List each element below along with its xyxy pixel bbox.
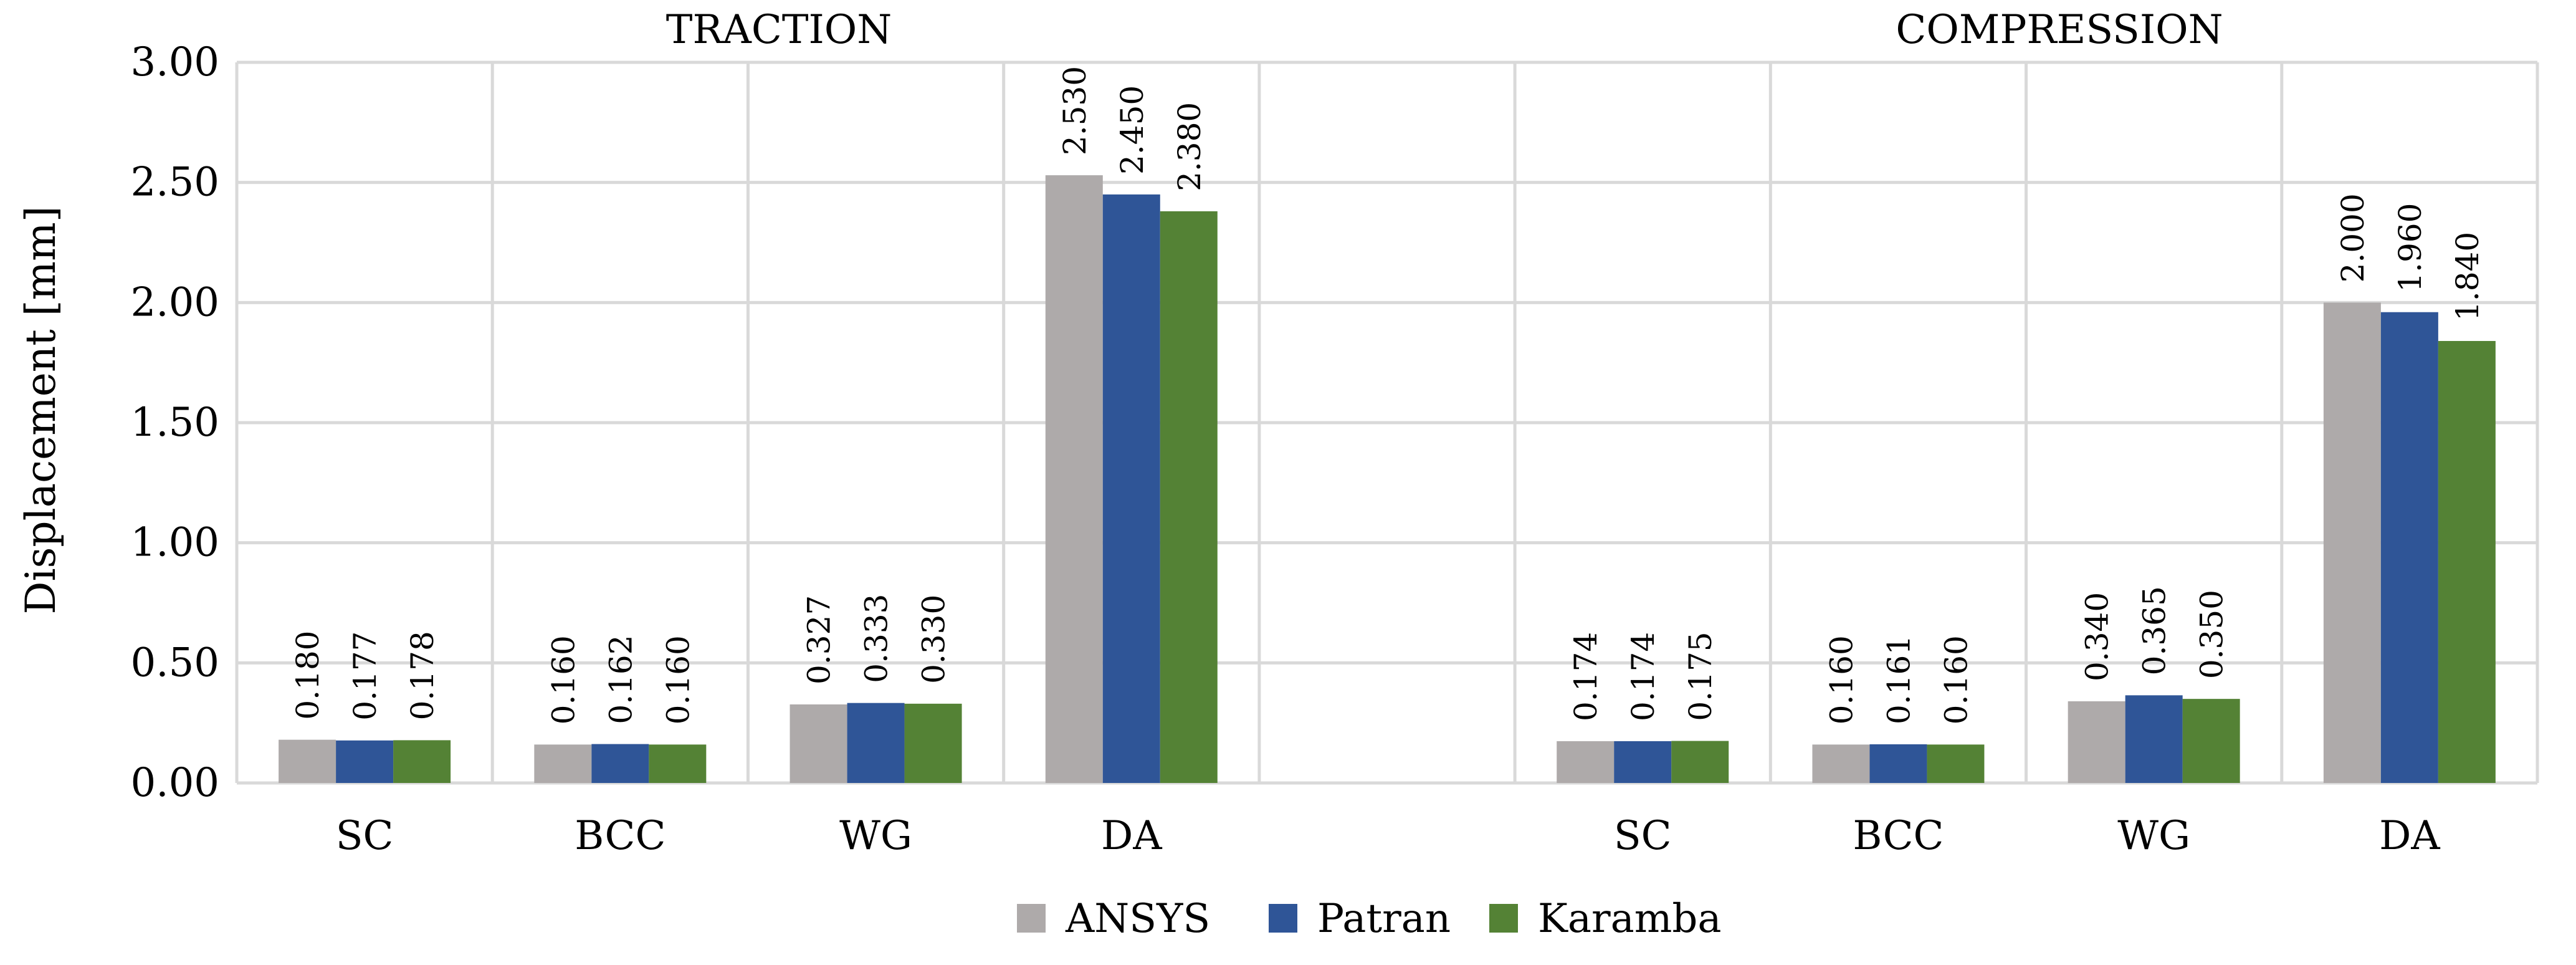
group-title-traction: TRACTION — [666, 7, 892, 53]
category-label: WG — [2117, 813, 2190, 859]
data-label: 0.340 — [2079, 592, 2116, 681]
data-label: 0.333 — [859, 594, 895, 683]
data-label: 0.161 — [1881, 635, 1917, 724]
data-label: 0.180 — [290, 630, 326, 719]
legend: ANSYS Patran Karamba — [1017, 896, 1722, 942]
legend-swatch-ansys — [1017, 904, 1046, 933]
data-label: 2.000 — [2335, 193, 2371, 282]
bar-patran — [1102, 194, 1160, 783]
bar-ansys — [1045, 175, 1103, 783]
data-label: 0.160 — [1823, 635, 1859, 724]
category-label: DA — [2379, 813, 2440, 859]
bar-ansys — [1812, 744, 1870, 783]
y-tick-label: 2.50 — [131, 160, 220, 206]
bar-karamba — [649, 744, 707, 783]
legend-label-patran: Patran — [1317, 896, 1451, 942]
data-label: 0.177 — [347, 631, 383, 721]
category-label: SC — [1614, 813, 1672, 859]
category-label: BCC — [1853, 813, 1944, 859]
bar-ansys — [534, 744, 592, 783]
legend-label-karamba: Karamba — [1538, 896, 1722, 942]
data-label: 0.175 — [1682, 631, 1719, 721]
data-label: 0.174 — [1568, 632, 1604, 721]
data-label: 0.160 — [545, 635, 581, 724]
grid-layer — [235, 60, 2539, 785]
bar-karamba — [1671, 741, 1729, 783]
bar-patran — [1869, 744, 1927, 783]
bar-ansys — [789, 704, 847, 783]
data-label: 0.327 — [801, 595, 837, 684]
y-tick-label: 1.00 — [131, 520, 220, 566]
bar-karamba — [1927, 744, 1985, 783]
bar-ansys — [279, 739, 336, 783]
bar-karamba — [1160, 211, 1218, 783]
data-label: 0.160 — [660, 635, 696, 724]
bar-karamba — [393, 740, 451, 783]
legend-label-ansys: ANSYS — [1065, 896, 1210, 942]
y-tick-label: 3.00 — [131, 39, 220, 85]
y-axis-title: Displacement [mm] — [17, 206, 65, 615]
bar-patran — [2125, 695, 2183, 783]
bar-ansys — [1557, 741, 1615, 783]
bar-ansys — [2068, 701, 2125, 783]
y-tick-label: 2.00 — [131, 279, 220, 325]
data-label: 0.178 — [404, 631, 441, 720]
data-label: 0.162 — [603, 635, 639, 724]
bar-layer — [279, 175, 2496, 783]
y-tick-label: 0.00 — [131, 760, 220, 806]
category-label: WG — [839, 813, 912, 859]
category-label: DA — [1101, 813, 1162, 859]
data-label: 2.530 — [1057, 66, 1093, 155]
data-label: 0.330 — [916, 595, 952, 684]
data-label: 2.450 — [1114, 85, 1150, 175]
label-layer: 0.00 0.50 1.00 1.50 2.00 2.50 3.00 SC BCC WG DA SC B… — [131, 39, 2486, 859]
y-tick-label: 0.50 — [131, 640, 220, 686]
bar-patran — [847, 703, 905, 783]
y-tick-label: 1.50 — [131, 400, 220, 446]
data-label: 2.380 — [1171, 102, 1208, 191]
data-label: 0.174 — [1625, 632, 1661, 721]
category-label: BCC — [575, 813, 665, 859]
legend-swatch-patran — [1269, 904, 1297, 933]
bar-ansys — [2323, 302, 2381, 783]
bar-patran — [2380, 312, 2438, 783]
legend-swatch-karamba — [1489, 904, 1518, 933]
data-label: 0.350 — [2194, 590, 2230, 679]
bar-patran — [591, 744, 649, 783]
group-title-compression: COMPRESSION — [1896, 7, 2223, 53]
data-label: 1.840 — [2450, 232, 2486, 321]
bar-karamba — [2438, 340, 2496, 783]
bar-patran — [1614, 741, 1672, 783]
bar-karamba — [2182, 699, 2240, 783]
data-label: 0.160 — [1938, 635, 1974, 724]
data-label: 1.960 — [2392, 203, 2428, 292]
category-label: SC — [336, 813, 394, 859]
bar-karamba — [904, 703, 962, 783]
data-label: 0.365 — [2137, 586, 2173, 675]
bar-patran — [336, 740, 394, 783]
